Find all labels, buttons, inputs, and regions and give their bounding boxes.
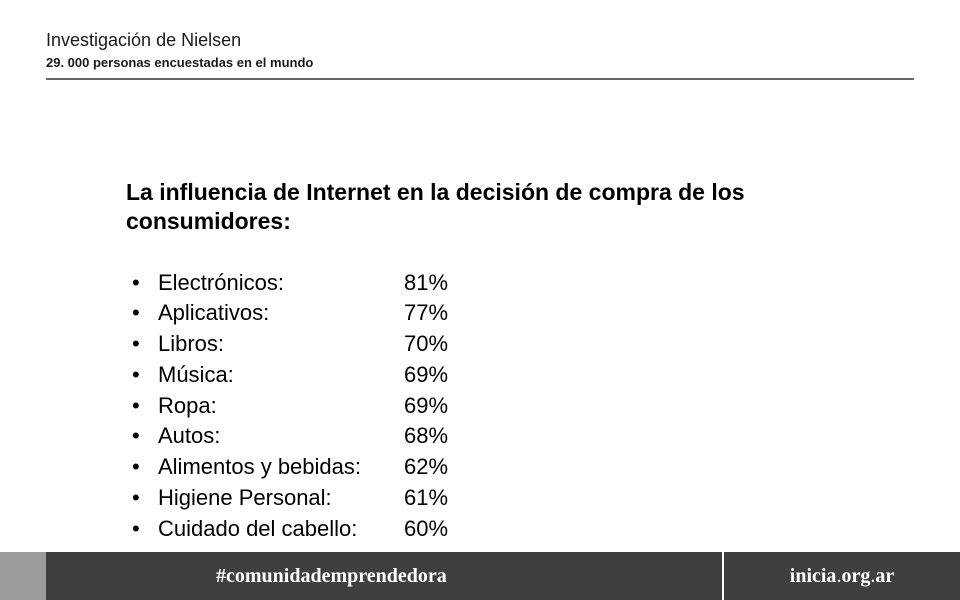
list-item: • Música: 69% [126,360,914,391]
list-item: • Autos: 68% [126,421,914,452]
footer-accent [0,552,46,600]
list-item: • Libros: 70% [126,329,914,360]
item-label: Electrónicos: [158,268,404,299]
bullet-icon: • [126,452,158,483]
item-value: 61% [404,483,474,514]
bullet-icon: • [126,514,158,545]
bullet-icon: • [126,298,158,329]
header: Investigación de Nielsen 29. 000 persona… [46,30,914,80]
item-value: 62% [404,452,474,483]
bullet-icon: • [126,268,158,299]
item-label: Música: [158,360,404,391]
item-label: Ropa: [158,391,404,422]
item-label: Libros: [158,329,404,360]
content: La influencia de Internet en la decisión… [126,178,914,545]
item-label: Autos: [158,421,404,452]
slide: Investigación de Nielsen 29. 000 persona… [0,0,960,600]
footer: #comunidademprendedora inicia.org.ar [0,552,960,600]
item-list: • Electrónicos: 81% • Aplicativos: 77% •… [126,268,914,545]
list-item: • Electrónicos: 81% [126,268,914,299]
bullet-icon: • [126,421,158,452]
item-value: 81% [404,268,474,299]
item-value: 77% [404,298,474,329]
list-item: • Ropa: 69% [126,391,914,422]
list-item: • Higiene Personal: 61% [126,483,914,514]
item-value: 60% [404,514,474,545]
footer-link: inicia.org.ar [790,565,894,588]
item-label: Higiene Personal: [158,483,404,514]
item-value: 69% [404,360,474,391]
item-value: 68% [404,421,474,452]
footer-hashtag: #comunidademprendedora [216,565,447,588]
header-title: Investigación de Nielsen [46,30,914,51]
content-heading: La influencia de Internet en la decisión… [126,178,914,236]
footer-right: inicia.org.ar [724,552,960,600]
item-label: Cuidado del cabello: [158,514,404,545]
bullet-icon: • [126,329,158,360]
bullet-icon: • [126,391,158,422]
item-label: Aplicativos: [158,298,404,329]
footer-main: #comunidademprendedora [46,552,722,600]
bullet-icon: • [126,360,158,391]
header-subtitle: 29. 000 personas encuestadas en el mundo [46,55,914,80]
list-item: • Cuidado del cabello: 60% [126,514,914,545]
item-value: 69% [404,391,474,422]
list-item: • Alimentos y bebidas: 62% [126,452,914,483]
item-label: Alimentos y bebidas: [158,452,404,483]
list-item: • Aplicativos: 77% [126,298,914,329]
bullet-icon: • [126,483,158,514]
item-value: 70% [404,329,474,360]
